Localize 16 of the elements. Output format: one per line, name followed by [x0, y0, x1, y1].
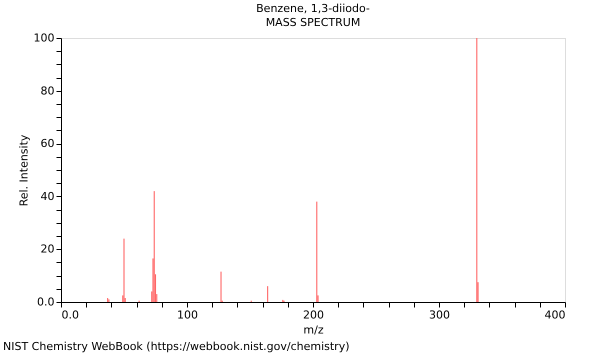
chart-subtitle: MASS SPECTRUM	[266, 16, 360, 29]
x-tick-label: 300	[429, 308, 450, 322]
x-axis-title: m/z	[303, 324, 324, 336]
y-tick-label: 100	[34, 32, 54, 44]
y-tick-label: 80	[40, 84, 54, 98]
text: NIST Chemistry WebBook (https://webbook.nist.gov/chemistry)	[3, 340, 350, 353]
y-tick-label: 60	[40, 137, 54, 150]
x-tick-label: 100	[177, 308, 198, 322]
x-tick-label: 200	[303, 308, 324, 322]
chart-title: Benzene, 1,3-diiodo-	[256, 2, 370, 15]
y-tick-label: 0.0	[37, 296, 54, 308]
y-axis-title: Rel. Intensity	[18, 134, 31, 206]
x-tick-label: 400	[544, 308, 566, 322]
y-tick-label: 20	[40, 242, 54, 256]
x-tick-label: 0.0	[62, 308, 79, 322]
y-tick-label: 40	[40, 190, 54, 203]
